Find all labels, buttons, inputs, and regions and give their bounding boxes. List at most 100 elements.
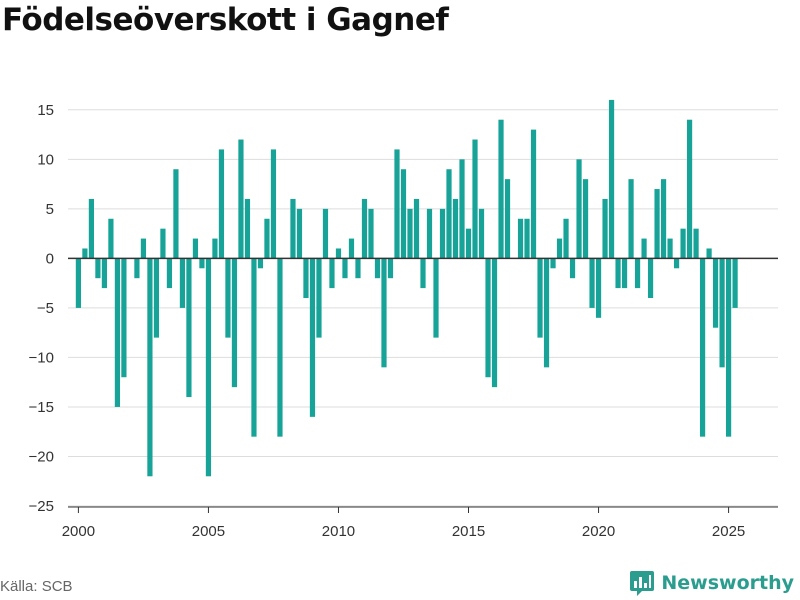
- bar: [589, 258, 595, 308]
- bar: [667, 238, 673, 259]
- bar: [355, 258, 361, 279]
- bar: [335, 248, 342, 259]
- bar: [446, 169, 452, 259]
- bar: [621, 258, 628, 289]
- bar: [719, 258, 725, 368]
- brand-logo-group[interactable]: Newsworthy: [629, 570, 794, 596]
- bar: [472, 139, 478, 259]
- bar: [218, 149, 225, 259]
- bar: [530, 129, 537, 259]
- bar: [179, 258, 186, 308]
- y-tick-label: 5: [46, 201, 54, 218]
- bar: [251, 258, 257, 437]
- bar: [108, 218, 114, 259]
- bar: [647, 258, 654, 298]
- bar: [576, 159, 582, 259]
- y-tick-label: 10: [37, 151, 54, 168]
- bar: [114, 258, 121, 407]
- bar: [641, 238, 647, 259]
- bar: [498, 119, 504, 259]
- bar: [485, 258, 491, 378]
- bar: [290, 198, 296, 259]
- bar: [361, 198, 368, 259]
- bar: [88, 198, 95, 259]
- bar: [166, 258, 173, 289]
- bar: [322, 208, 329, 259]
- bar: [459, 159, 465, 259]
- y-tick-label: −20: [29, 448, 54, 465]
- bar: [374, 258, 381, 279]
- bar: [121, 258, 127, 378]
- bar: [205, 258, 212, 477]
- bar: [147, 258, 153, 477]
- chart-title: Födelseöverskott i Gagnef: [2, 2, 449, 38]
- brand-name: Newsworthy: [661, 572, 794, 594]
- x-tick-label: 2010: [322, 523, 355, 540]
- bar: [82, 248, 88, 259]
- bar: [173, 169, 179, 259]
- x-tick-label: 2005: [192, 523, 225, 540]
- bars: [75, 99, 738, 477]
- y-tick-label: −10: [29, 349, 54, 366]
- bar: [680, 228, 686, 259]
- y-tick-label: 15: [37, 102, 54, 119]
- bar: [400, 169, 407, 259]
- bar: [608, 99, 615, 259]
- bar: [491, 258, 498, 388]
- bar: [231, 258, 238, 388]
- bar: [439, 208, 446, 259]
- bar: [563, 218, 569, 259]
- bar: [725, 258, 732, 437]
- bar: [212, 238, 218, 259]
- bar: [686, 119, 693, 259]
- bar: [426, 208, 433, 259]
- bar: [95, 258, 101, 279]
- bar: [303, 258, 309, 298]
- bar: [277, 258, 283, 437]
- bar: [413, 198, 420, 259]
- bar: [420, 258, 426, 289]
- bar: [316, 258, 322, 338]
- bar: [368, 208, 374, 259]
- bar: [732, 258, 738, 308]
- bar: [134, 258, 140, 279]
- bar: [602, 198, 608, 259]
- bar: [192, 238, 199, 259]
- bar: [673, 258, 680, 269]
- bar: [394, 149, 400, 259]
- bar: [160, 228, 166, 259]
- bar: [309, 258, 316, 417]
- bar: [257, 258, 264, 269]
- bar: [381, 258, 387, 368]
- newsworthy-logo-icon: [630, 571, 655, 596]
- x-tick-label: 2025: [712, 523, 745, 540]
- bar: [654, 189, 660, 259]
- bar: [660, 179, 667, 259]
- source-note: Källa: SCB: [0, 578, 73, 595]
- bar: [615, 258, 621, 289]
- bar: [75, 258, 82, 308]
- bar: [582, 179, 589, 259]
- bar: [433, 258, 439, 338]
- bar: [264, 218, 270, 259]
- bar: [699, 258, 706, 437]
- bar: [524, 218, 530, 259]
- bar: [504, 179, 511, 259]
- bar: [244, 198, 251, 259]
- bar: [569, 258, 576, 279]
- bar: [712, 258, 719, 328]
- bar: [556, 238, 563, 259]
- y-tick-label: 0: [46, 250, 54, 267]
- bar: [478, 208, 485, 259]
- bar: [153, 258, 160, 338]
- bar: [407, 208, 413, 259]
- bar: [452, 198, 459, 259]
- bar: [550, 258, 556, 269]
- bar: [186, 258, 192, 398]
- bar: [199, 258, 205, 269]
- x-tick-label: 2020: [582, 523, 615, 540]
- bar: [342, 258, 348, 279]
- bar: [693, 228, 699, 259]
- bar: [543, 258, 550, 368]
- bar: [387, 258, 394, 279]
